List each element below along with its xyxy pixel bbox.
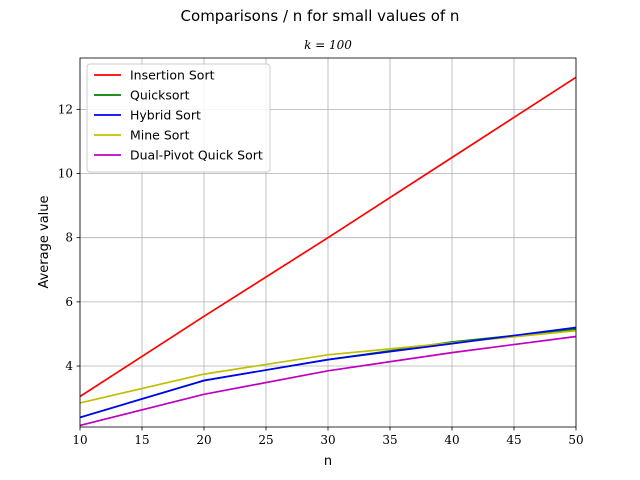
x-tick-label: 10: [72, 433, 87, 447]
x-tick-label: 15: [134, 433, 149, 447]
x-tick-label: 45: [506, 433, 521, 447]
x-tick-label: 25: [258, 433, 273, 447]
y-tick-label: 4: [65, 359, 73, 373]
y-tick-label: 12: [58, 102, 73, 116]
x-tick-label: 50: [568, 433, 583, 447]
legend-label: Insertion Sort: [130, 68, 215, 83]
x-axis-label: n: [324, 454, 332, 469]
chart-subtitle: k = 100: [304, 38, 352, 52]
axis-ticks: 10 15 20 25 30 35 40 45 50 4 6 8 10 12: [58, 102, 584, 447]
x-tick-label: 30: [320, 433, 335, 447]
y-tick-label: 6: [65, 295, 73, 309]
x-tick-label: 20: [196, 433, 211, 447]
grid-lines: [79, 58, 577, 427]
y-axis-label: Average value: [37, 195, 52, 288]
series-lines: [79, 76, 577, 427]
legend-label: Mine Sort: [130, 128, 190, 143]
legend-label: Dual-Pivot Quick Sort: [130, 148, 263, 163]
legend: Insertion Sort Quicksort Hybrid Sort Mine S…: [86, 63, 271, 173]
legend-label: Quicksort: [130, 88, 190, 103]
legend-box: [86, 63, 271, 173]
y-tick-label: 10: [58, 167, 73, 181]
y-tick-label: 8: [65, 231, 73, 245]
x-tick-label: 35: [382, 433, 397, 447]
x-tick-label: 40: [444, 433, 459, 447]
series-line-dual-pivot-quick-sort: [79, 335, 577, 427]
series-line-insertion-sort: [79, 76, 577, 398]
legend-label: Hybrid Sort: [130, 108, 201, 123]
series-line-hybrid-sort: [79, 326, 577, 419]
chart-title: Comparisons / n for small values of n: [181, 7, 460, 25]
